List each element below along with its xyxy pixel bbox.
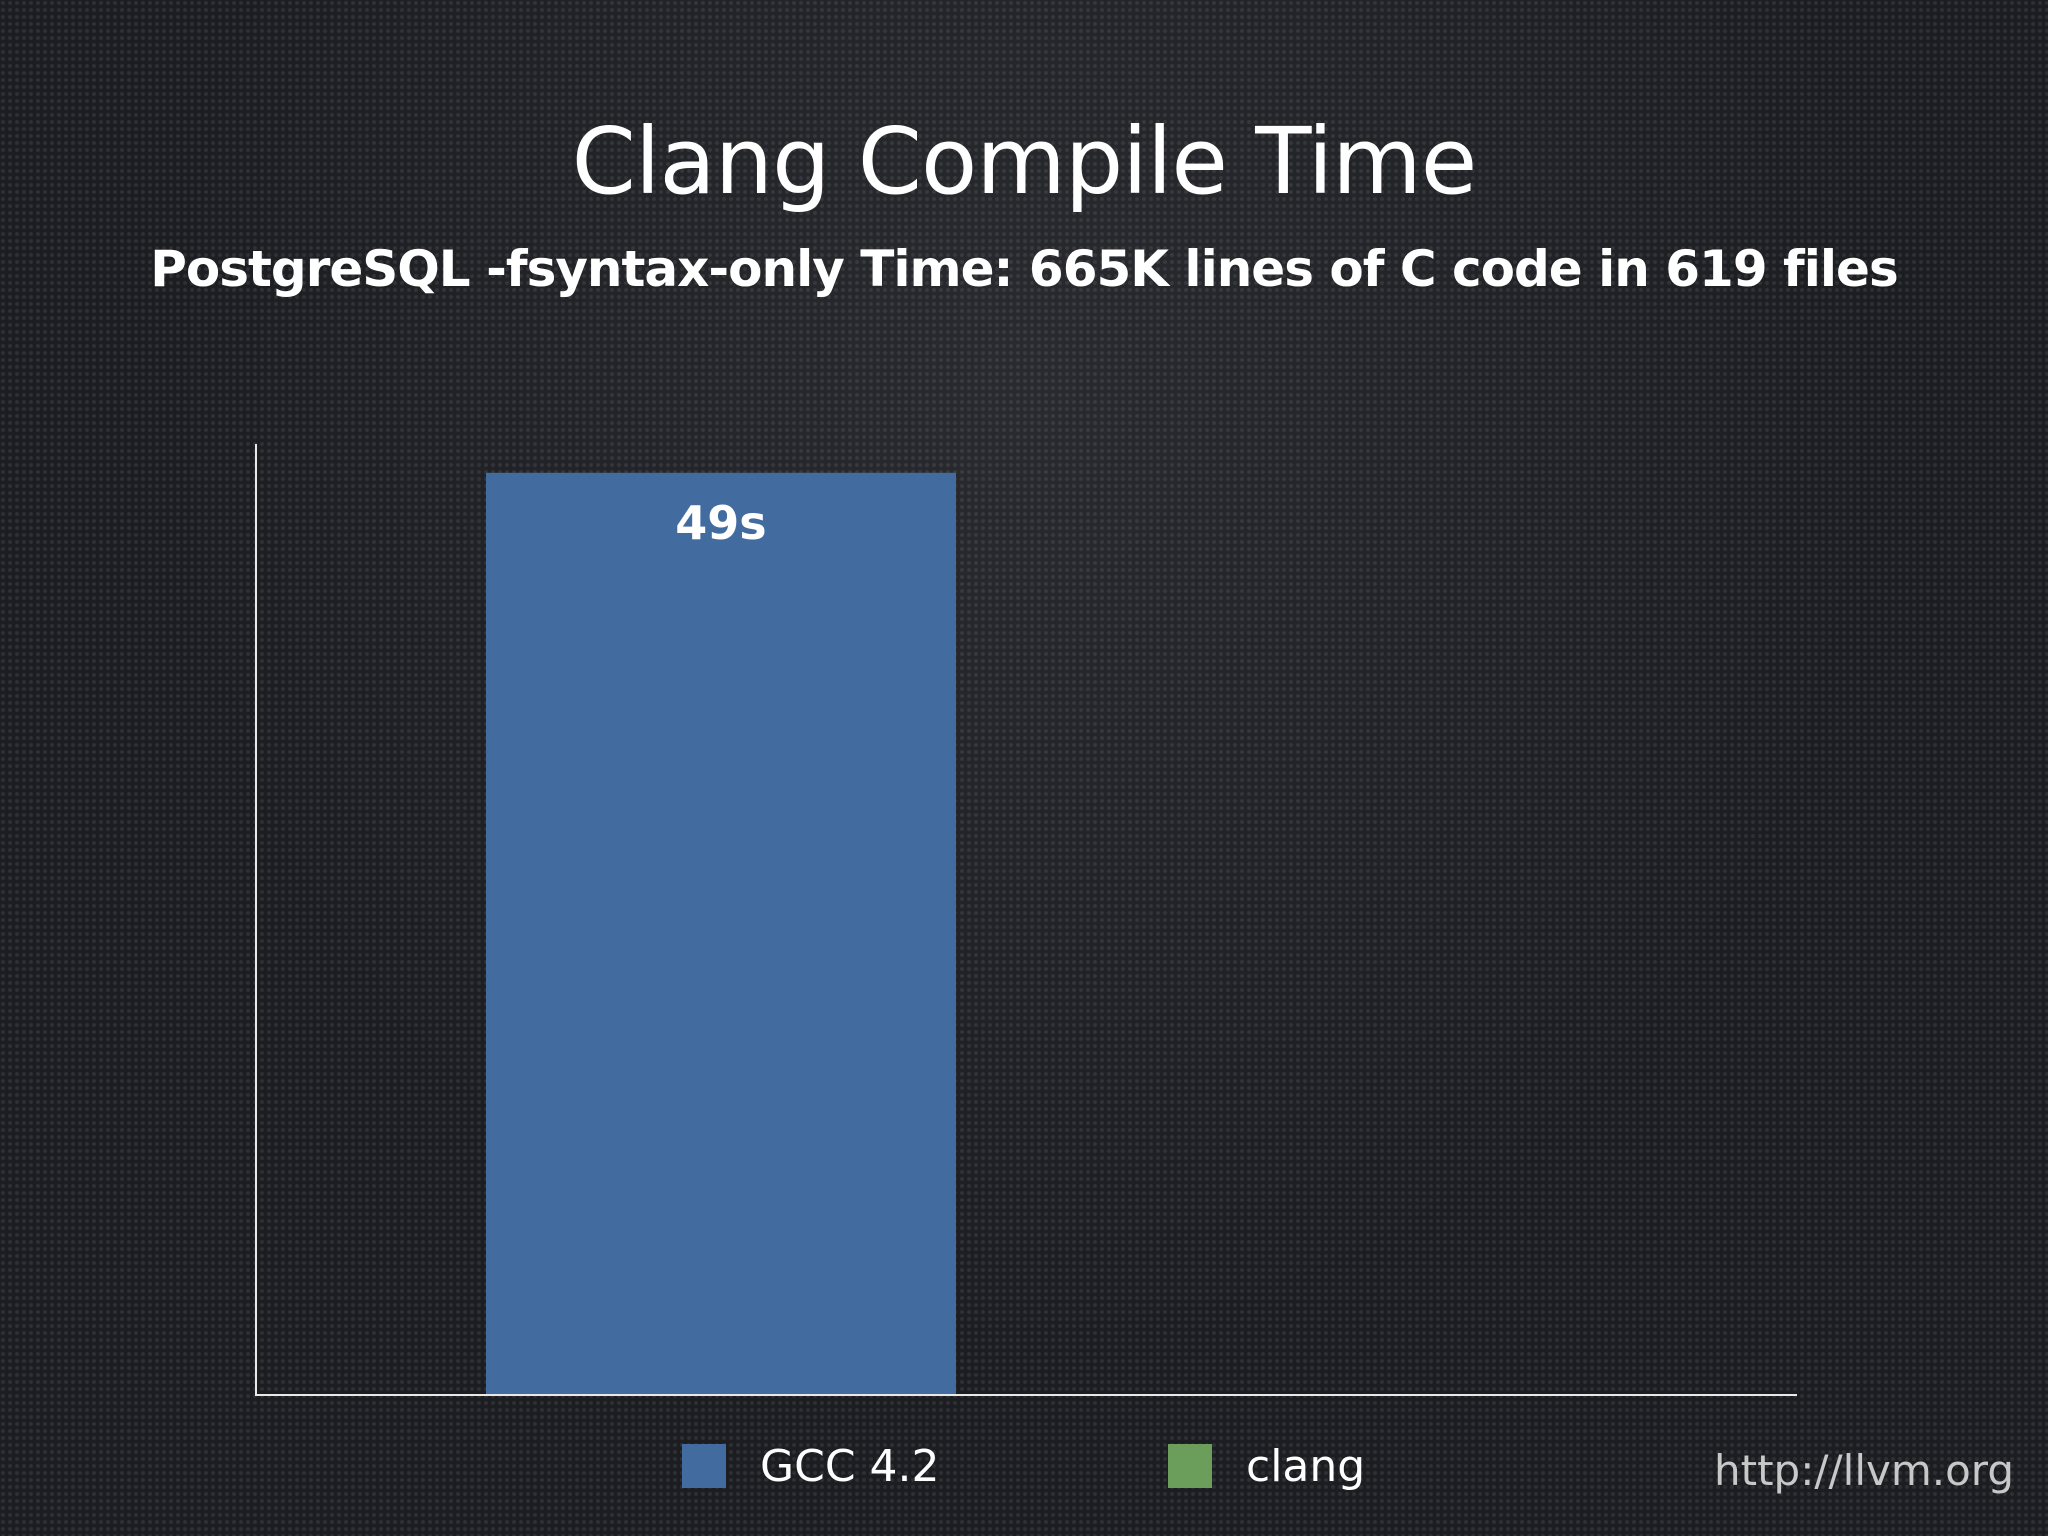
legend-swatch-clang bbox=[1168, 1444, 1212, 1488]
legend-item-gcc: GCC 4.2 bbox=[682, 1436, 940, 1496]
bars-group: 49s bbox=[486, 472, 956, 1394]
legend-swatch-gcc bbox=[682, 1444, 726, 1488]
legend-label-clang: clang bbox=[1246, 1440, 1366, 1492]
chart-title: Clang Compile Time bbox=[571, 108, 1478, 215]
legend-item-clang: clang bbox=[1168, 1436, 1365, 1496]
bar-gcc-4-2 bbox=[486, 472, 956, 1394]
source-url: http://llvm.org bbox=[1713, 1446, 2014, 1495]
legend-label-gcc: GCC 4.2 bbox=[760, 1440, 940, 1492]
legend: GCC 4.2 clang bbox=[0, 1436, 2048, 1496]
chart-subtitle: PostgreSQL -fsyntax-only Time: 665K line… bbox=[150, 240, 1898, 298]
bar-value-label: 49s bbox=[675, 496, 766, 550]
